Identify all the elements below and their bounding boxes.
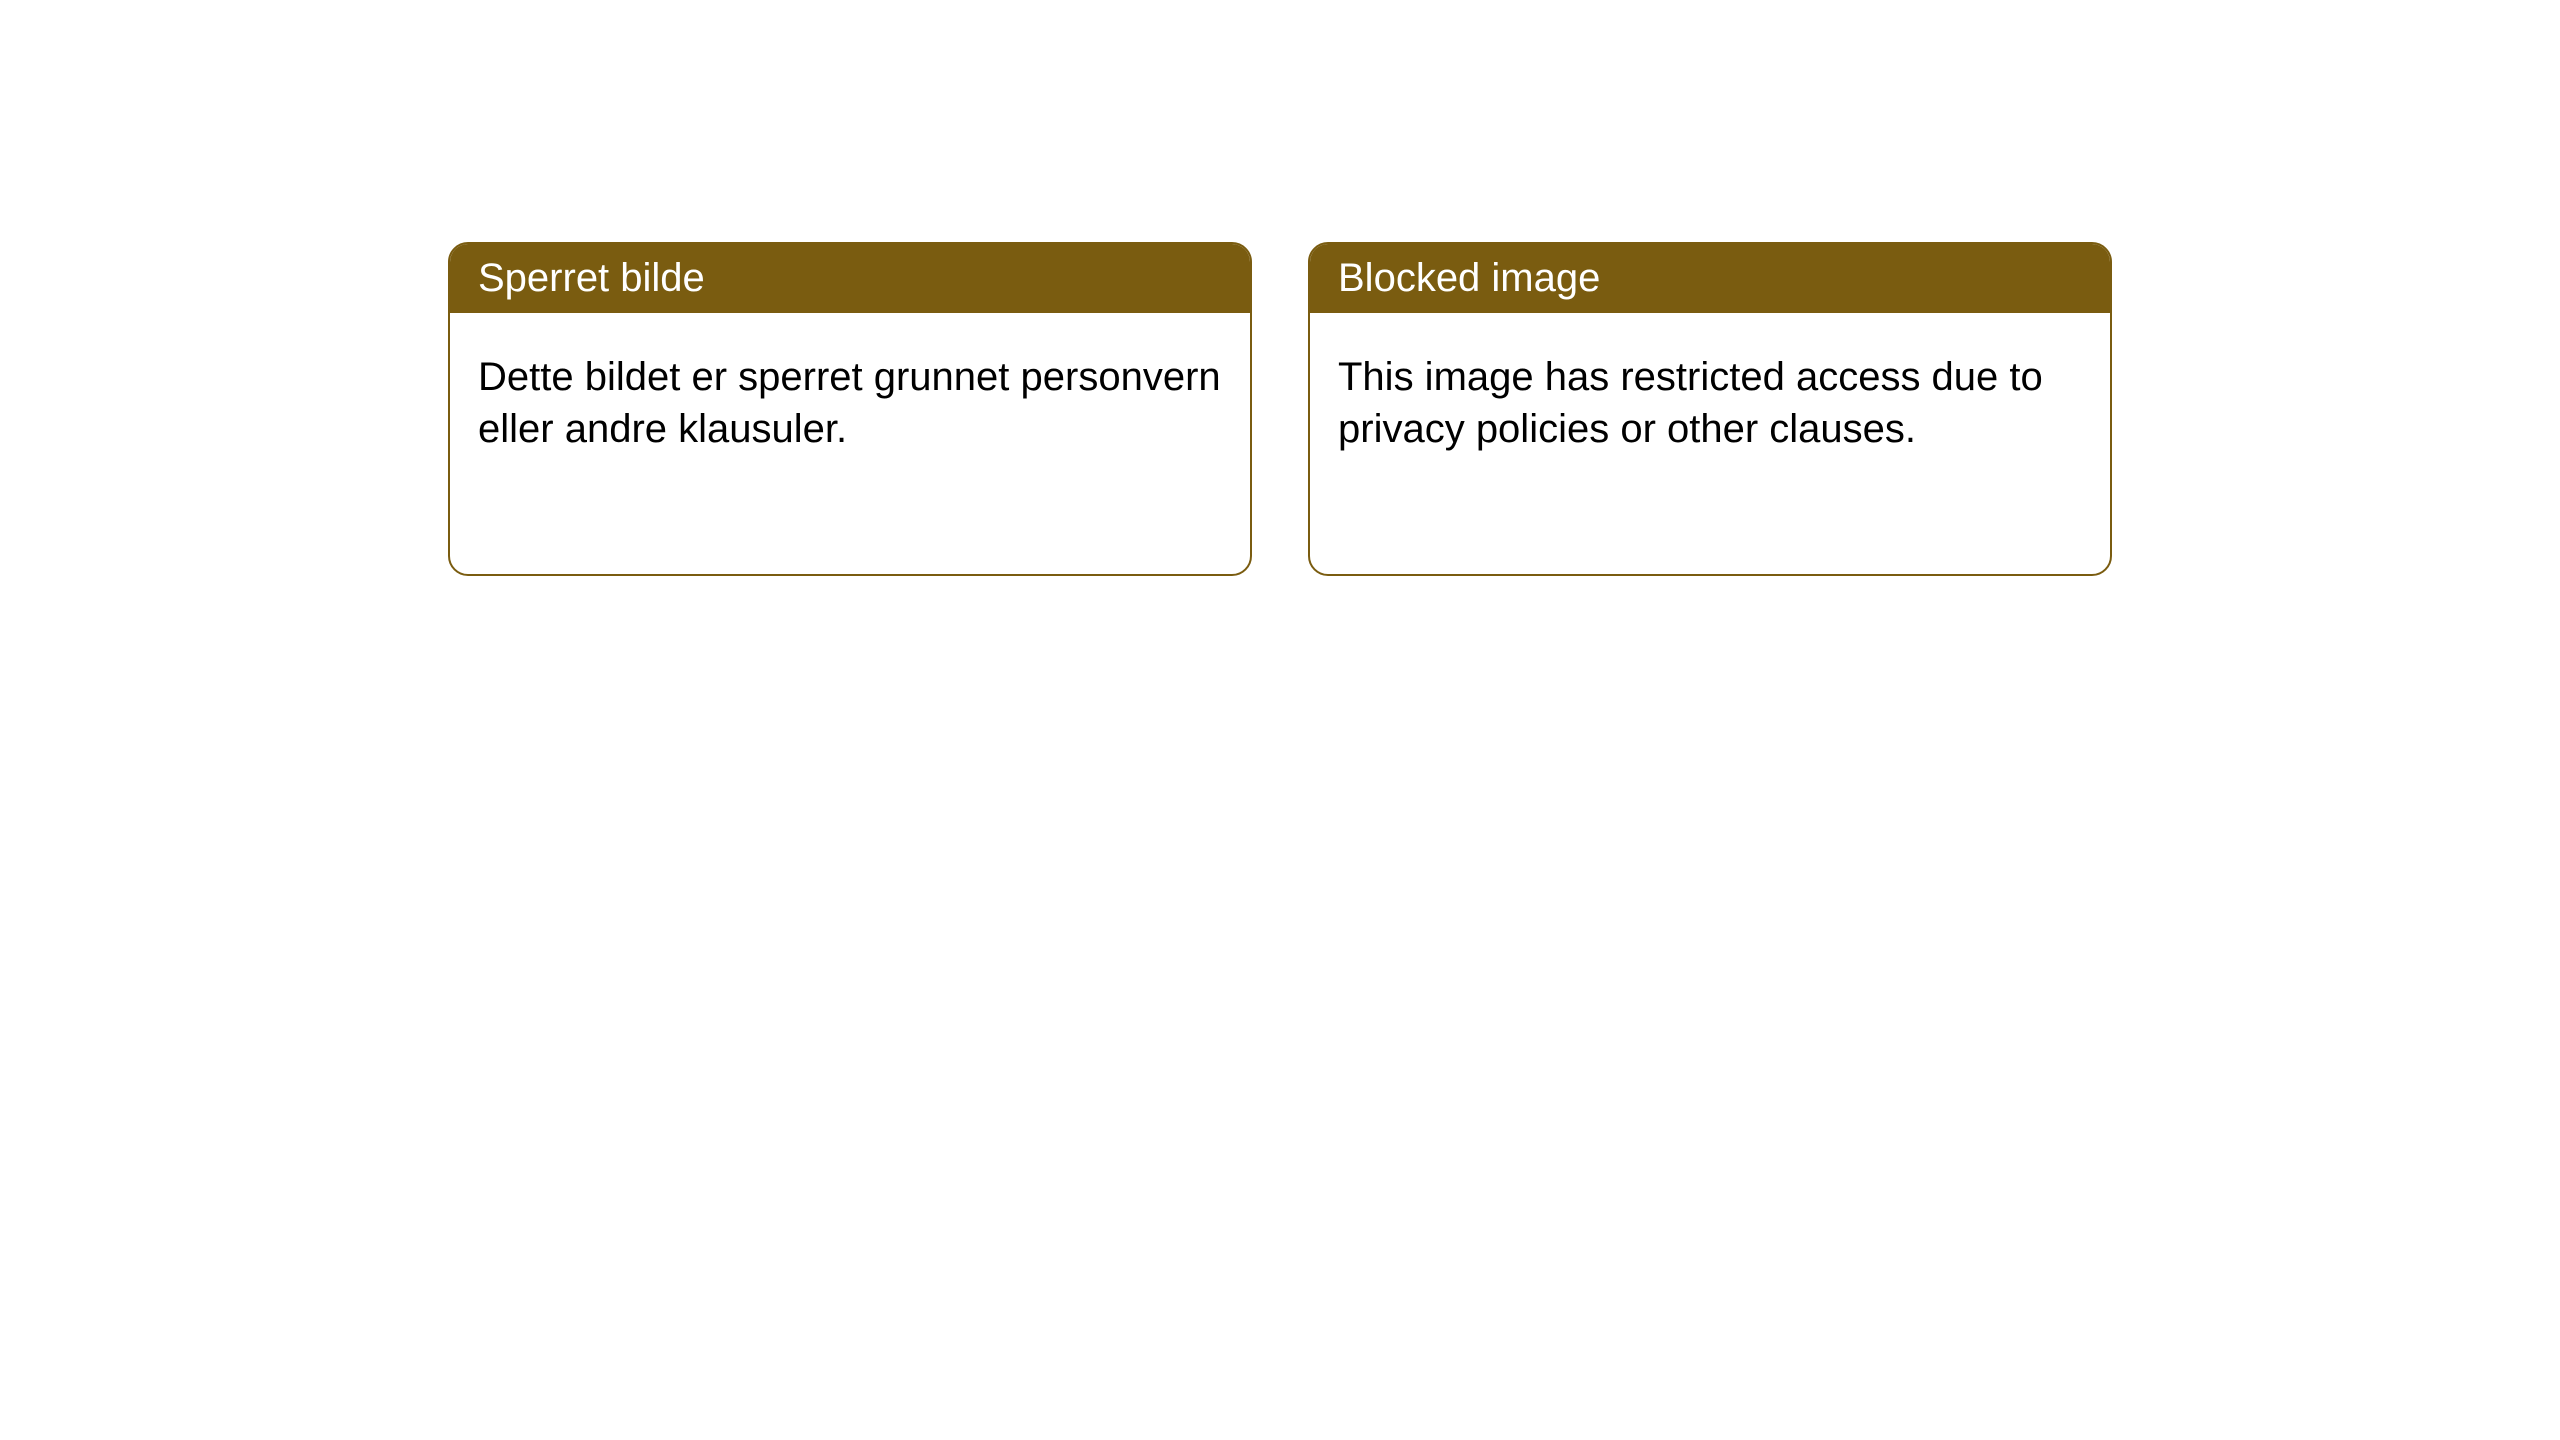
header-text-norwegian: Sperret bilde bbox=[478, 256, 705, 300]
card-header-norwegian: Sperret bilde bbox=[450, 244, 1250, 313]
header-text-english: Blocked image bbox=[1338, 256, 1600, 300]
card-header-english: Blocked image bbox=[1310, 244, 2110, 313]
body-text-norwegian: Dette bildet er sperret grunnet personve… bbox=[478, 355, 1221, 451]
blocked-image-card-english: Blocked image This image has restricted … bbox=[1308, 242, 2112, 576]
notice-cards-container: Sperret bilde Dette bildet er sperret gr… bbox=[0, 0, 2560, 576]
card-body-english: This image has restricted access due to … bbox=[1310, 313, 2110, 493]
blocked-image-card-norwegian: Sperret bilde Dette bildet er sperret gr… bbox=[448, 242, 1252, 576]
card-body-norwegian: Dette bildet er sperret grunnet personve… bbox=[450, 313, 1250, 493]
body-text-english: This image has restricted access due to … bbox=[1338, 355, 2043, 451]
